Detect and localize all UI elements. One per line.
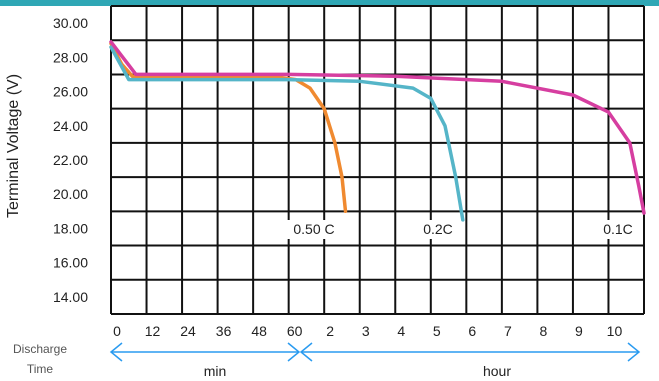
arrow-right-icon bbox=[627, 342, 641, 362]
x-tick-label: 8 bbox=[540, 323, 548, 339]
series-line bbox=[109, 40, 646, 215]
arrow-left-icon bbox=[299, 342, 313, 362]
arrow-left-icon bbox=[109, 342, 123, 362]
bracket-label-bg bbox=[472, 355, 522, 375]
curve-labels: 0.50 C 0.2C 0.1C bbox=[287, 220, 637, 239]
x-tick-label: 48 bbox=[251, 323, 267, 339]
y-axis-label: Terminal Voltage (V) bbox=[5, 74, 22, 218]
y-tick-label: 16.00 bbox=[53, 255, 88, 271]
grid bbox=[110, 5, 645, 315]
x-tick-label: 5 bbox=[433, 323, 441, 339]
series-line bbox=[109, 45, 465, 222]
x-row-label-line2: Time bbox=[27, 362, 54, 376]
y-tick-label: 30.00 bbox=[53, 15, 88, 31]
hour-label: hour bbox=[483, 363, 511, 379]
x-tick-label: 3 bbox=[362, 323, 370, 339]
x-tick-label: 6 bbox=[468, 323, 476, 339]
curve-label-bg bbox=[599, 220, 637, 239]
x-tick-label: 7 bbox=[504, 323, 512, 339]
x-tick-label: 24 bbox=[180, 323, 196, 339]
y-tick-label: 18.00 bbox=[53, 220, 88, 236]
curve-label-bg bbox=[287, 220, 341, 239]
x-tick-label: 0 bbox=[113, 323, 121, 339]
y-tick-label: 14.00 bbox=[53, 289, 88, 305]
arrow-right-icon bbox=[287, 342, 301, 362]
y-tick-label: 28.00 bbox=[53, 49, 88, 65]
curve-label: 0.50 C bbox=[293, 221, 334, 237]
x-tick-label: 4 bbox=[397, 323, 405, 339]
y-tick-label: 20.00 bbox=[53, 186, 88, 202]
time-brackets: min hour bbox=[109, 342, 641, 379]
curve-label: 0.1C bbox=[603, 221, 633, 237]
curve-label: 0.2C bbox=[423, 221, 453, 237]
min-label: min bbox=[204, 363, 227, 379]
series-lines bbox=[109, 40, 646, 222]
x-tick-label: 2 bbox=[326, 323, 334, 339]
bracket-label-bg bbox=[192, 355, 238, 375]
top-bar bbox=[0, 0, 659, 6]
x-row-label-line1: Discharge bbox=[13, 342, 67, 356]
y-tick-label: 22.00 bbox=[53, 152, 88, 168]
x-tick-labels: 0 12 24 36 48 60 2 3 4 5 6 7 8 9 10 bbox=[113, 323, 622, 339]
x-tick-label: 12 bbox=[145, 323, 161, 339]
x-tick-label: 10 bbox=[607, 323, 623, 339]
x-tick-label: 60 bbox=[287, 323, 303, 339]
y-tick-labels: 30.00 28.00 26.00 24.00 22.00 20.00 18.00 16.00… bbox=[53, 15, 88, 305]
x-tick-label: 36 bbox=[216, 323, 232, 339]
curve-label-bg bbox=[419, 220, 457, 239]
y-tick-label: 26.00 bbox=[53, 84, 88, 100]
x-tick-label: 9 bbox=[575, 323, 583, 339]
y-tick-label: 24.00 bbox=[53, 118, 88, 134]
